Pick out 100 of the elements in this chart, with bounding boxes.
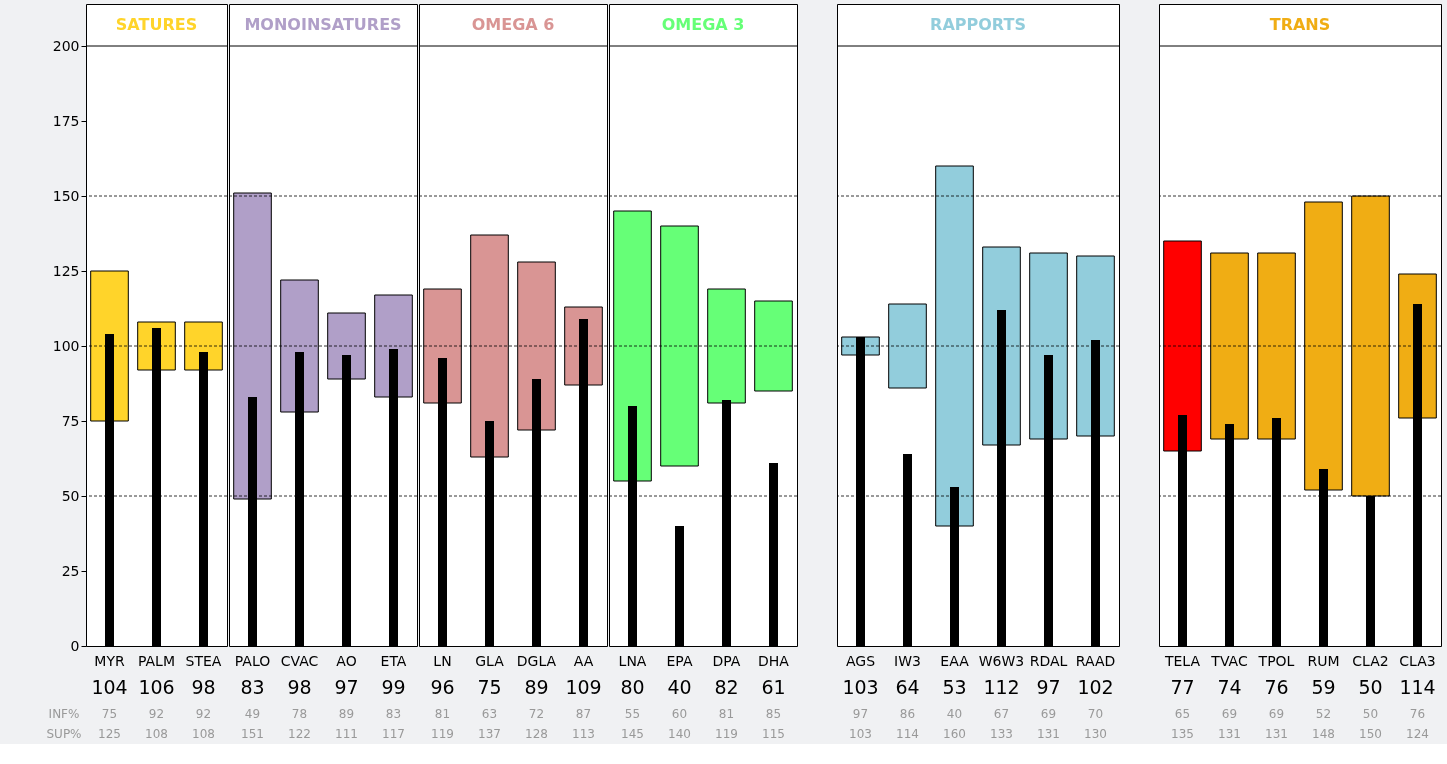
x-tick-label: AA (573, 652, 594, 669)
text: 81 (434, 707, 451, 721)
y-tick-label: 0 (70, 637, 80, 654)
x-tick-label: RDAL (1029, 652, 1068, 669)
text: 148 (1312, 727, 1335, 741)
y-tick-label: 175 (52, 112, 80, 129)
data-label: 40 (667, 676, 692, 698)
y-tick-label: 125 (52, 262, 80, 279)
x-tick-label: CLA3 (1399, 652, 1436, 669)
text: 70 (1087, 707, 1104, 721)
text: 113 (572, 727, 595, 741)
text: 124 (1406, 727, 1429, 741)
x-tick-label: DGLA (516, 652, 557, 669)
data-label: 76 (1264, 676, 1289, 698)
x-tick-label: PALM (137, 652, 176, 669)
data-label: 96 (430, 676, 455, 698)
text: 52 (1315, 707, 1332, 721)
text: INF% (48, 707, 80, 721)
data-label: 106 (138, 676, 175, 698)
data-label: 109 (565, 676, 602, 698)
text: SUP% (46, 727, 82, 741)
text: 131 (1037, 727, 1060, 741)
data-label: 112 (983, 676, 1020, 698)
y-tick-label: 100 (52, 337, 80, 354)
x-tick-label: TPOL (1257, 652, 1295, 669)
y-tick-label: 25 (61, 562, 80, 579)
text: 60 (671, 707, 688, 721)
x-tick-label: W6W3 (978, 652, 1025, 669)
data-label: 98 (287, 676, 312, 698)
text: 78 (291, 707, 308, 721)
text: 140 (668, 727, 691, 741)
text: 151 (241, 727, 264, 741)
text: 128 (525, 727, 548, 741)
y-tick-label: 200 (52, 37, 80, 54)
text: 50 (1362, 707, 1379, 721)
data-label: 50 (1358, 676, 1383, 698)
data-label: 77 (1170, 676, 1195, 698)
text: 86 (899, 707, 916, 721)
text: 65 (1174, 707, 1191, 721)
text: 72 (528, 707, 545, 721)
chart-title: MONOINSATURES (244, 15, 402, 34)
text: 119 (431, 727, 454, 741)
text: 122 (288, 727, 311, 741)
chart-title: SATURES (115, 15, 198, 34)
x-tick-label: PALO (234, 652, 271, 669)
text: 115 (762, 727, 785, 741)
chart-title: OMEGA 6 (471, 15, 555, 34)
text: 83 (385, 707, 402, 721)
x-tick-label: CLA2 (1352, 652, 1389, 669)
text: 92 (195, 707, 212, 721)
text: 69 (1268, 707, 1285, 721)
text: 119 (715, 727, 738, 741)
x-tick-label: LN (433, 652, 452, 669)
text: 145 (621, 727, 644, 741)
text: 150 (1359, 727, 1382, 741)
x-tick-label: EAA (940, 652, 970, 669)
data-label: 75 (477, 676, 502, 698)
data-label: 59 (1311, 676, 1336, 698)
text: 67 (993, 707, 1010, 721)
data-label: 83 (240, 676, 265, 698)
data-label: 98 (191, 676, 216, 698)
x-tick-label: CVAC (280, 652, 319, 669)
data-label: 53 (942, 676, 967, 698)
text: 76 (1409, 707, 1426, 721)
text: 49 (244, 707, 261, 721)
text: 69 (1221, 707, 1238, 721)
text: 108 (192, 727, 215, 741)
text: 130 (1084, 727, 1107, 741)
data-label: 74 (1217, 676, 1242, 698)
text: 97 (852, 707, 869, 721)
data-label: 99 (381, 676, 406, 698)
text: 160 (943, 727, 966, 741)
text: 111 (335, 727, 358, 741)
text: 92 (148, 707, 165, 721)
data-label: 80 (620, 676, 645, 698)
text: 137 (478, 727, 501, 741)
chart-title: TRANS (1269, 15, 1331, 34)
y-tick-label: 75 (61, 412, 80, 429)
text: 55 (624, 707, 641, 721)
x-tick-label: AGS (845, 652, 876, 669)
text: 125 (98, 727, 121, 741)
data-label: 97 (334, 676, 359, 698)
chart-title: RAPPORTS (930, 15, 1026, 34)
text: 103 (849, 727, 872, 741)
text: 87 (575, 707, 592, 721)
x-tick-label: DHA (758, 652, 790, 669)
data-label: 82 (714, 676, 739, 698)
data-label: 61 (761, 676, 786, 698)
data-label: 64 (895, 676, 920, 698)
text: 89 (338, 707, 355, 721)
x-tick-label: TVAC (1210, 652, 1248, 669)
text: 114 (896, 727, 919, 741)
data-label: 104 (91, 676, 128, 698)
x-tick-label: LNA (618, 652, 647, 669)
x-tick-label: RUM (1307, 652, 1340, 669)
text: 133 (990, 727, 1013, 741)
text: 69 (1040, 707, 1057, 721)
text: 75 (101, 707, 118, 721)
x-tick-label: IW3 (894, 652, 921, 669)
y-tick-label: 50 (61, 487, 80, 504)
